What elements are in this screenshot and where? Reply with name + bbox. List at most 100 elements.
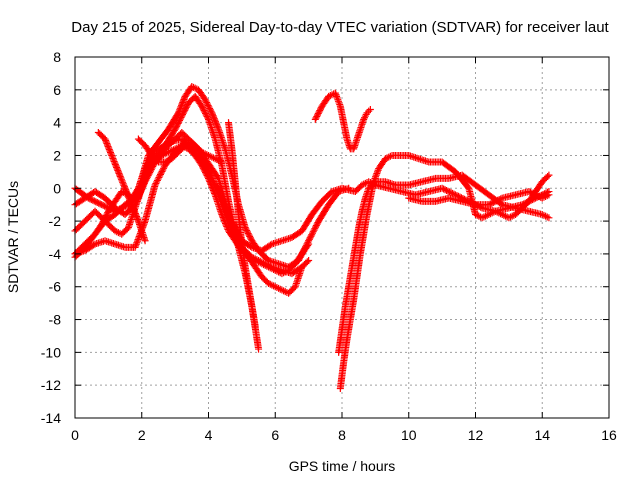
data-point — [137, 184, 145, 192]
data-point — [222, 212, 230, 220]
data-point — [189, 83, 197, 91]
data-point — [438, 184, 446, 192]
data-point — [300, 246, 308, 254]
data-point — [498, 211, 506, 219]
data-point — [473, 211, 481, 219]
data-point — [175, 107, 183, 115]
x-tick-label: 10 — [401, 427, 417, 443]
data-point — [494, 196, 502, 204]
data-point — [107, 150, 115, 158]
data-point — [278, 286, 286, 294]
data-point — [153, 178, 161, 186]
data-point — [258, 258, 266, 266]
data-point — [132, 194, 140, 202]
data-point — [532, 191, 540, 199]
data-point — [210, 179, 218, 187]
data-point — [206, 152, 214, 160]
data-point — [331, 89, 339, 97]
data-point — [306, 234, 314, 242]
data-point — [151, 181, 159, 189]
data-point — [205, 151, 212, 159]
data-point — [123, 189, 131, 197]
y-tick-label: 6 — [53, 82, 61, 98]
data-point — [174, 109, 182, 117]
data-point — [253, 256, 261, 264]
data-point — [115, 169, 123, 177]
data-point — [179, 98, 187, 106]
data-point — [126, 196, 134, 204]
data-point — [164, 156, 172, 164]
data-point — [265, 279, 273, 287]
data-point — [156, 170, 164, 178]
data-point — [153, 157, 161, 165]
data-point — [226, 222, 234, 230]
data-point — [313, 220, 321, 228]
data-point — [365, 107, 373, 115]
data-point — [86, 195, 94, 203]
data-point — [114, 166, 122, 174]
data-point — [122, 186, 130, 194]
data-point — [152, 179, 160, 187]
chart-title: Day 215 of 2025, Sidereal Day-to-day VTE… — [71, 19, 609, 36]
data-point — [128, 202, 136, 210]
data-point — [302, 241, 310, 249]
y-tick-label: -6 — [49, 279, 62, 295]
data-point — [111, 227, 119, 235]
data-point — [304, 238, 312, 246]
data-point — [495, 209, 503, 217]
data-point — [158, 167, 166, 175]
data-point — [118, 177, 126, 185]
y-tick-label: 2 — [53, 147, 61, 163]
data-point — [120, 183, 128, 191]
data-point — [92, 198, 100, 206]
data-point — [215, 156, 223, 164]
data-point — [336, 101, 344, 109]
axis-ticks: 0 2 4 6 8 10 12 14 16 -14 -12 -10 -8 -6 -4 -2 0 2 4 6 8 — [41, 49, 617, 443]
data-point — [373, 168, 381, 176]
y-axis-label: SDTVAR / TECUs — [5, 181, 21, 293]
data-point — [296, 253, 304, 261]
data-point — [210, 154, 218, 162]
data-point — [298, 250, 306, 258]
data-point — [326, 92, 334, 100]
data-point — [213, 188, 221, 196]
data-point — [545, 171, 553, 179]
data-point — [251, 255, 259, 263]
data-point — [159, 166, 167, 174]
data-point — [266, 280, 274, 288]
data-point — [486, 200, 494, 208]
data-point — [447, 189, 455, 197]
data-point — [360, 115, 368, 123]
data-point — [266, 241, 274, 249]
data-point — [312, 222, 320, 230]
data-point — [208, 109, 216, 117]
data-point — [106, 148, 114, 156]
data-point — [164, 148, 172, 156]
data-point — [90, 241, 98, 249]
data-point — [538, 211, 546, 219]
data-point — [540, 193, 548, 201]
data-point — [227, 225, 235, 233]
data-point — [495, 196, 503, 204]
data-point — [531, 190, 539, 198]
data-point — [261, 260, 269, 268]
data-point — [211, 183, 219, 191]
data-point — [222, 214, 230, 222]
data-point — [133, 213, 141, 221]
data-point — [485, 211, 493, 219]
data-point — [121, 184, 129, 192]
data-point — [208, 174, 216, 182]
data-point — [111, 160, 119, 168]
data-point — [141, 172, 149, 180]
data-point — [440, 185, 448, 193]
data-point — [214, 189, 222, 197]
data-point — [543, 192, 551, 200]
data-point — [116, 172, 124, 180]
data-point — [492, 207, 500, 215]
data-point — [157, 169, 165, 177]
data-point — [225, 219, 233, 227]
data-point — [113, 165, 121, 173]
data-point — [446, 188, 454, 196]
data-point — [119, 180, 127, 188]
